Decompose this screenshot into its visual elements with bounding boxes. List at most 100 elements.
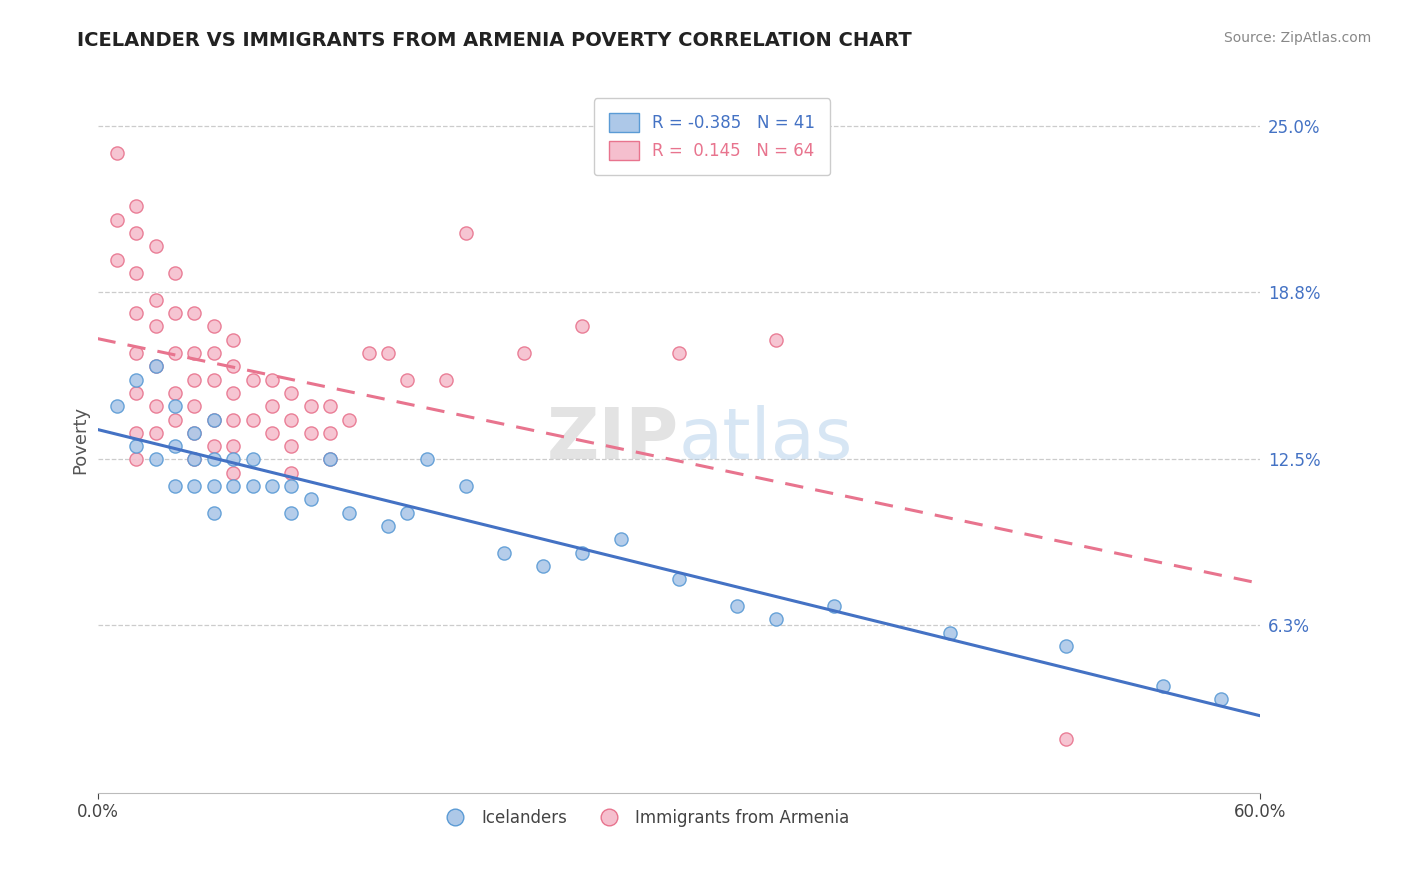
Point <box>165 439 187 453</box>
Point <box>165 346 187 360</box>
Point <box>337 412 360 426</box>
Point <box>183 306 205 320</box>
Point <box>280 466 302 480</box>
Point <box>260 425 283 440</box>
Point <box>494 546 516 560</box>
Point <box>125 346 148 360</box>
Point <box>299 492 322 507</box>
Text: Source: ZipAtlas.com: Source: ZipAtlas.com <box>1223 31 1371 45</box>
Y-axis label: Poverty: Poverty <box>72 406 89 474</box>
Point <box>105 399 128 413</box>
Point <box>145 452 167 467</box>
Point <box>280 479 302 493</box>
Point <box>260 372 283 386</box>
Point <box>668 346 690 360</box>
Point <box>202 479 225 493</box>
Point <box>105 146 128 161</box>
Point <box>165 266 187 280</box>
Point <box>125 226 148 240</box>
Point <box>299 425 322 440</box>
Point <box>183 372 205 386</box>
Point <box>183 346 205 360</box>
Point <box>299 399 322 413</box>
Point <box>183 452 205 467</box>
Point <box>319 452 342 467</box>
Point <box>319 399 342 413</box>
Text: ICELANDER VS IMMIGRANTS FROM ARMENIA POVERTY CORRELATION CHART: ICELANDER VS IMMIGRANTS FROM ARMENIA POV… <box>77 31 912 50</box>
Point <box>531 559 554 574</box>
Point <box>396 372 419 386</box>
Point <box>280 385 302 400</box>
Point <box>319 452 342 467</box>
Point <box>183 425 205 440</box>
Point <box>1054 639 1077 653</box>
Point <box>571 546 593 560</box>
Point <box>165 412 187 426</box>
Point <box>609 533 631 547</box>
Point <box>765 612 787 626</box>
Point <box>125 306 148 320</box>
Point <box>416 452 439 467</box>
Point <box>105 212 128 227</box>
Point <box>145 319 167 334</box>
Point <box>765 333 787 347</box>
Point <box>337 506 360 520</box>
Point <box>725 599 748 613</box>
Point <box>202 439 225 453</box>
Point <box>1054 732 1077 747</box>
Point <box>454 479 477 493</box>
Point <box>145 239 167 253</box>
Point <box>1152 679 1174 693</box>
Point <box>145 293 167 307</box>
Point <box>222 439 245 453</box>
Point <box>280 439 302 453</box>
Point <box>454 226 477 240</box>
Point <box>222 412 245 426</box>
Point <box>319 425 342 440</box>
Point <box>183 425 205 440</box>
Point <box>939 625 962 640</box>
Point <box>202 346 225 360</box>
Point <box>202 412 225 426</box>
Point <box>183 399 205 413</box>
Point <box>242 479 264 493</box>
Point <box>202 319 225 334</box>
Point <box>165 306 187 320</box>
Point <box>222 359 245 374</box>
Point <box>165 399 187 413</box>
Point <box>222 479 245 493</box>
Point <box>145 359 167 374</box>
Text: atlas: atlas <box>679 405 853 474</box>
Point <box>145 359 167 374</box>
Point <box>202 506 225 520</box>
Point <box>222 452 245 467</box>
Text: ZIP: ZIP <box>547 405 679 474</box>
Point <box>202 372 225 386</box>
Point <box>434 372 457 386</box>
Point <box>222 333 245 347</box>
Point <box>242 372 264 386</box>
Point <box>377 346 399 360</box>
Point <box>357 346 380 360</box>
Point <box>145 425 167 440</box>
Point <box>125 439 148 453</box>
Point <box>202 412 225 426</box>
Point <box>242 452 264 467</box>
Point <box>396 506 419 520</box>
Point <box>145 399 167 413</box>
Point <box>1209 692 1232 706</box>
Point <box>165 385 187 400</box>
Point <box>823 599 845 613</box>
Point <box>668 573 690 587</box>
Point <box>260 399 283 413</box>
Point <box>222 385 245 400</box>
Point <box>125 266 148 280</box>
Point <box>125 425 148 440</box>
Point <box>571 319 593 334</box>
Point <box>202 452 225 467</box>
Point <box>280 412 302 426</box>
Point <box>183 479 205 493</box>
Point <box>183 452 205 467</box>
Point <box>105 252 128 267</box>
Point <box>165 479 187 493</box>
